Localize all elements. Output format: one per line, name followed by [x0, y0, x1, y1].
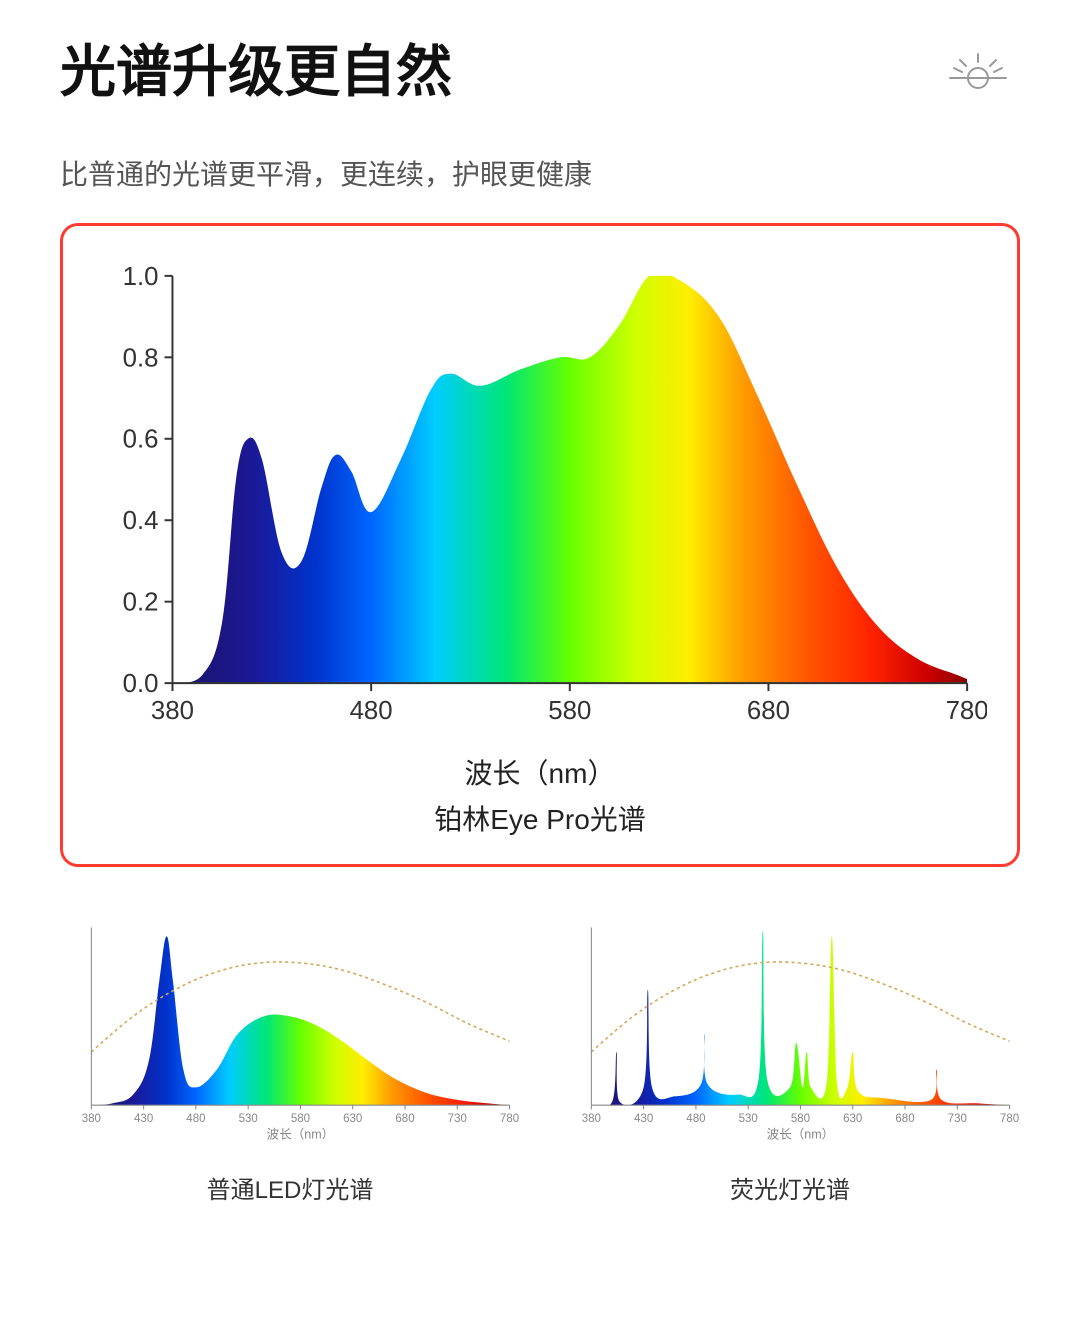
- main-chart-caption: 铂林Eye Pro光谱: [93, 798, 987, 838]
- svg-text:380: 380: [82, 1113, 101, 1125]
- svg-text:波长（nm）: 波长（nm）: [767, 1127, 835, 1141]
- sun-icon: [946, 48, 1010, 105]
- svg-text:680: 680: [895, 1113, 914, 1125]
- main-chart-xlabel: 波长（nm）: [93, 752, 987, 792]
- small-charts-row: 380 430 480 530 580 630 680 730 780 波长（nm） 普通LED灯…: [60, 917, 1020, 1205]
- svg-text:480: 480: [686, 1113, 705, 1125]
- svg-text:730: 730: [448, 1113, 467, 1125]
- svg-text:380: 380: [582, 1113, 601, 1125]
- led-chart-caption: 普通LED灯光谱: [60, 1170, 520, 1205]
- svg-text:430: 430: [134, 1113, 153, 1125]
- svg-text:730: 730: [948, 1113, 967, 1125]
- svg-text:780: 780: [946, 697, 987, 725]
- svg-text:630: 630: [343, 1113, 362, 1125]
- page: 光谱升级更自然 比普通的光谱更平滑，更连续，护眼更健康 0.0 0.2 0.4 0.6…: [0, 0, 1080, 1340]
- svg-text:780: 780: [500, 1113, 519, 1125]
- svg-text:630: 630: [843, 1113, 862, 1125]
- main-spectrum-chart: 0.0 0.2 0.4 0.6 0.8 1.0 380 480 580 680 780: [93, 256, 987, 733]
- svg-text:480: 480: [350, 697, 393, 725]
- svg-text:580: 580: [291, 1113, 310, 1125]
- svg-text:380: 380: [151, 697, 194, 725]
- svg-text:680: 680: [747, 697, 790, 725]
- svg-text:0.4: 0.4: [123, 507, 159, 535]
- svg-text:430: 430: [634, 1113, 653, 1125]
- svg-text:480: 480: [186, 1113, 205, 1125]
- subtitle: 比普通的光谱更平滑，更连续，护眼更健康: [60, 153, 1020, 193]
- svg-text:0.8: 0.8: [123, 344, 159, 372]
- svg-text:波长（nm）: 波长（nm）: [267, 1127, 335, 1141]
- fluorescent-spectrum-chart: 380 430 480 530 580 630 680 730 780 波长（nm）: [560, 917, 1020, 1147]
- fluorescent-chart-caption: 荧光灯光谱: [560, 1170, 1020, 1205]
- svg-text:780: 780: [1000, 1113, 1019, 1125]
- header: 光谱升级更自然: [60, 40, 1020, 105]
- svg-text:580: 580: [548, 697, 591, 725]
- svg-text:1.0: 1.0: [123, 263, 159, 291]
- svg-text:680: 680: [395, 1113, 414, 1125]
- small-chart-right-col: 380 430 480 530 580 630 680 730 780 波长（nm） 荧光灯光谱: [560, 917, 1020, 1205]
- svg-text:0.6: 0.6: [123, 426, 159, 454]
- svg-text:0.0: 0.0: [123, 670, 159, 698]
- led-spectrum-chart: 380 430 480 530 580 630 680 730 780 波长（nm）: [60, 917, 520, 1147]
- main-chart-card: 0.0 0.2 0.4 0.6 0.8 1.0 380 480 580 680 780 波长（nm）…: [60, 223, 1020, 867]
- svg-text:580: 580: [791, 1113, 810, 1125]
- small-chart-left-col: 380 430 480 530 580 630 680 730 780 波长（nm） 普通LED灯…: [60, 917, 520, 1205]
- svg-text:530: 530: [239, 1113, 258, 1125]
- svg-text:0.2: 0.2: [123, 589, 159, 617]
- svg-text:530: 530: [739, 1113, 758, 1125]
- page-title: 光谱升级更自然: [60, 40, 452, 104]
